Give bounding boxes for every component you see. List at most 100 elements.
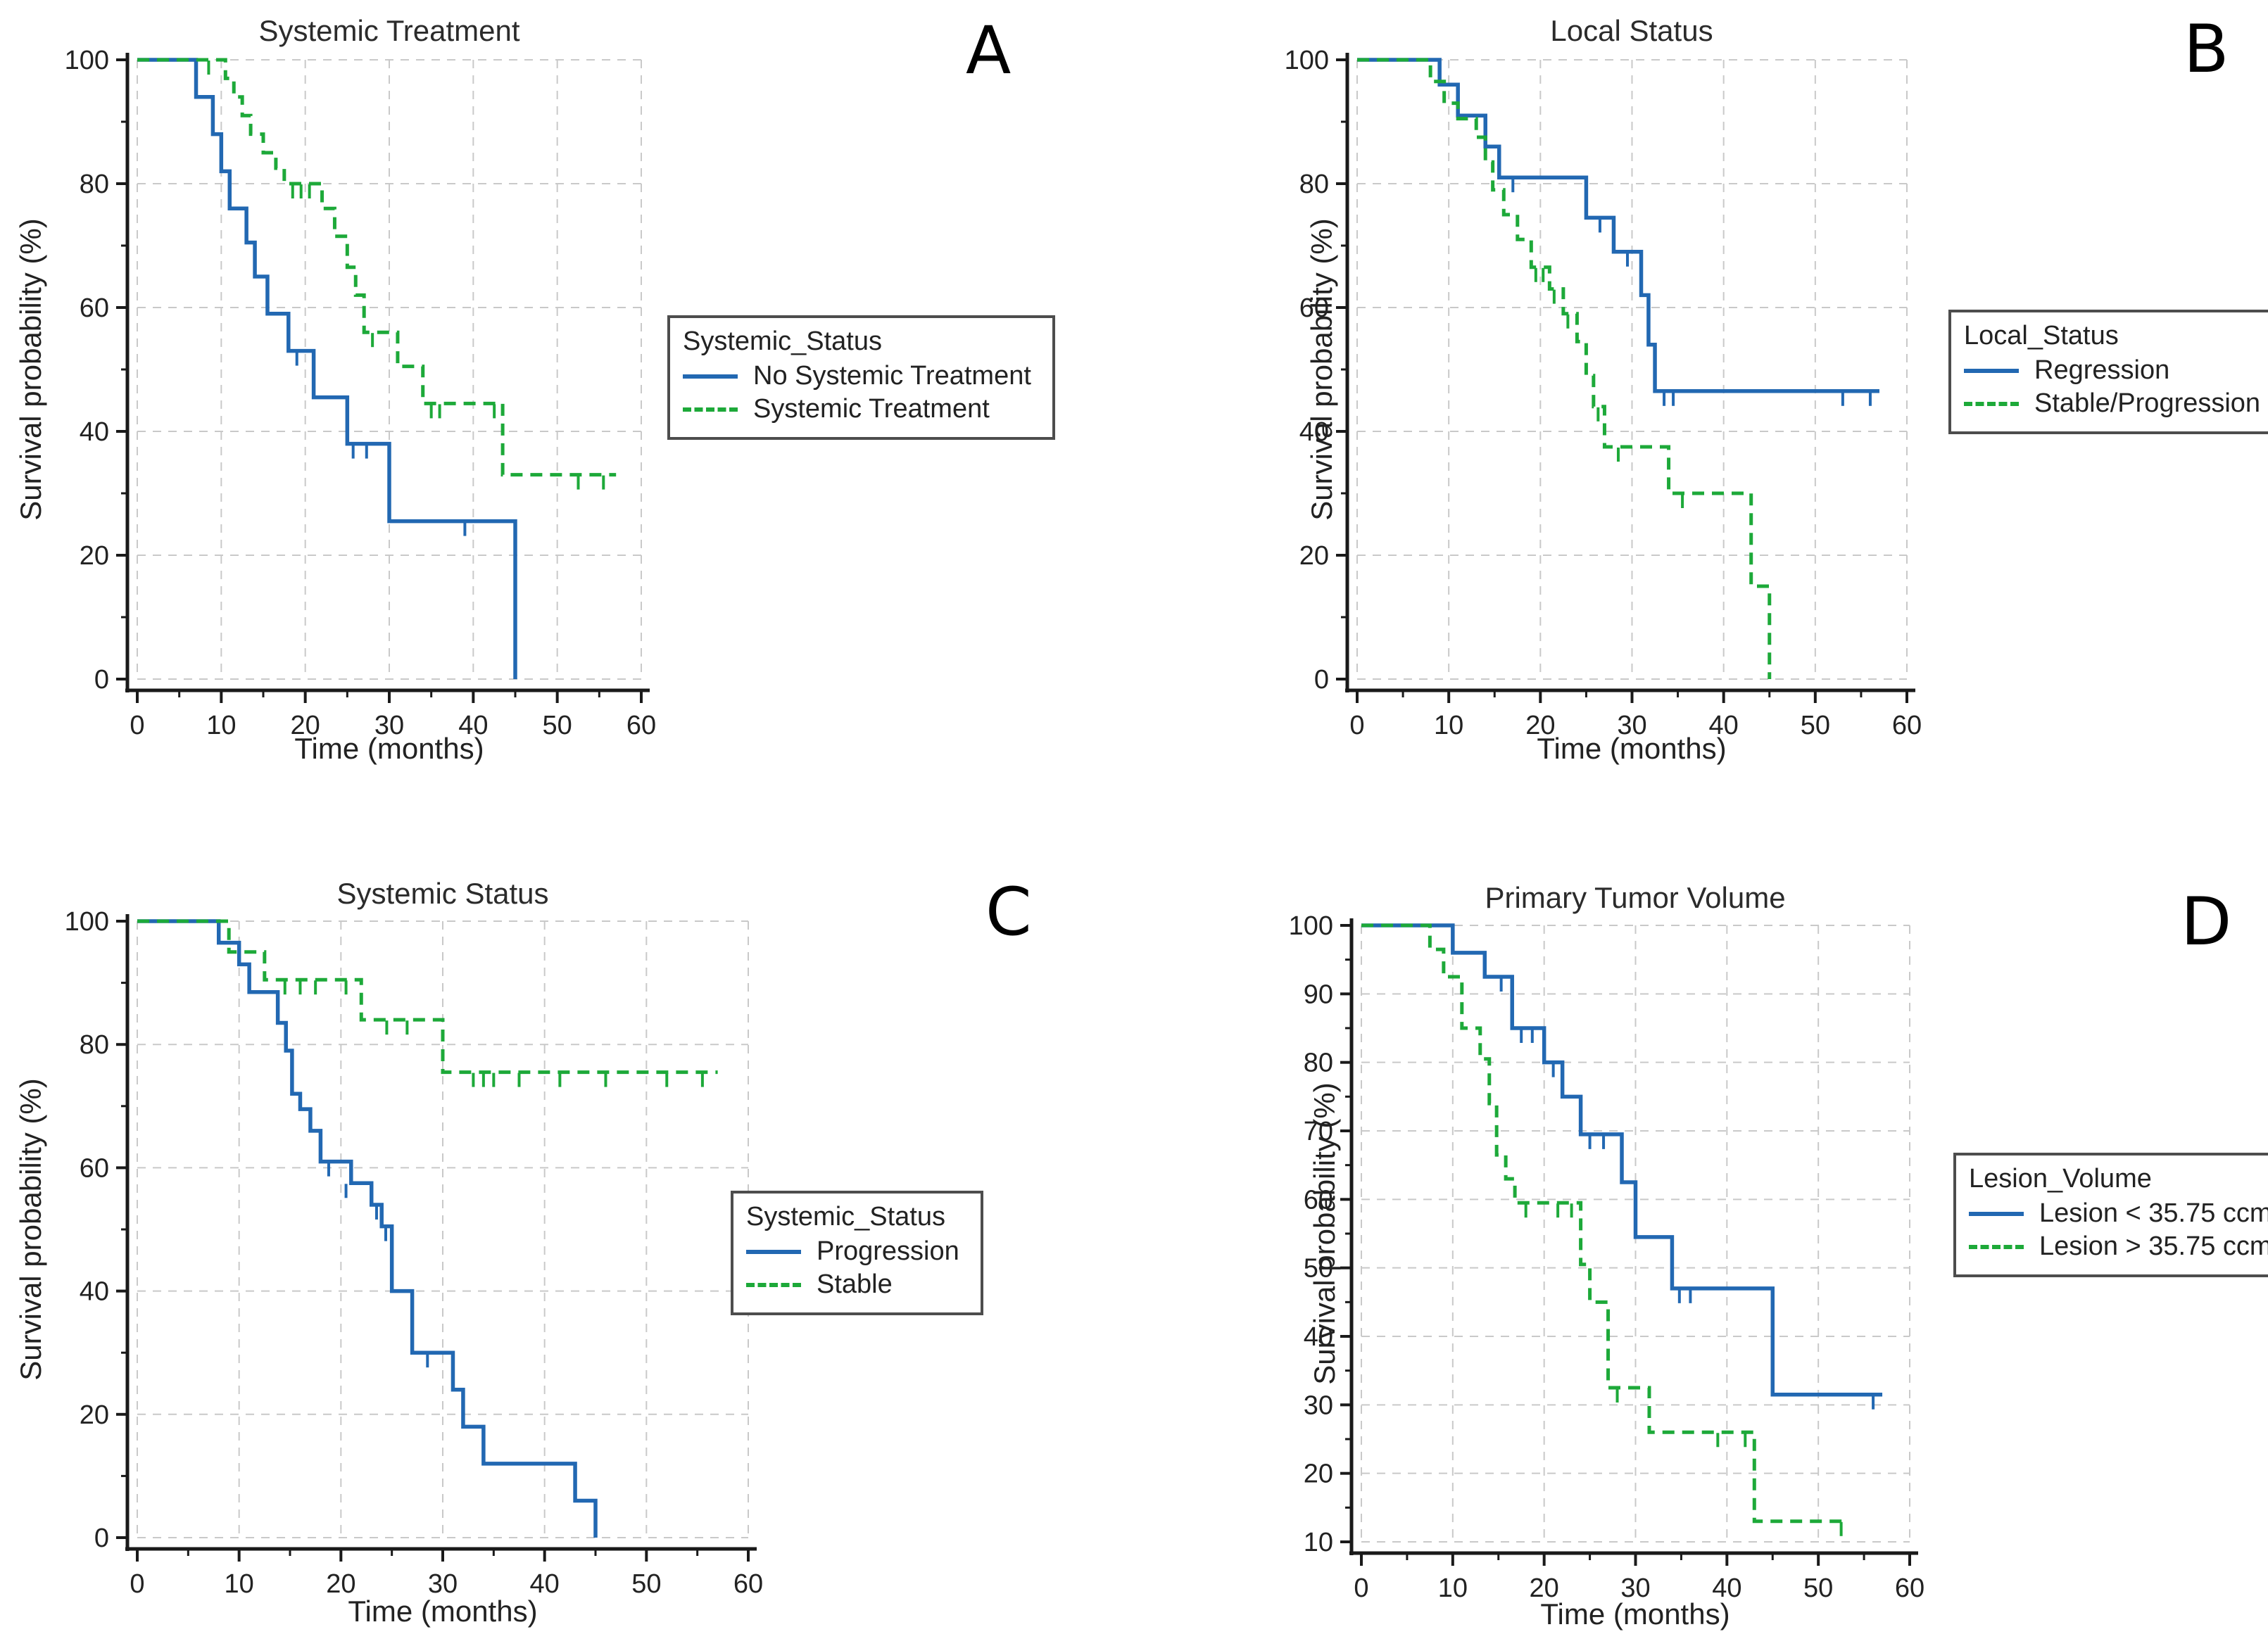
y-tick-label: 60: [80, 1153, 109, 1183]
y-tick-label: 40: [80, 1277, 109, 1307]
panel-c-xlabel: Time (months): [348, 1595, 538, 1628]
dashed-line-sample-icon: [1969, 1244, 2024, 1249]
x-tick-label: 60: [626, 711, 656, 740]
y-tick-label: 20: [80, 1400, 109, 1430]
y-tick-label: 100: [1289, 911, 1333, 941]
y-tick-label: 20: [1304, 1460, 1333, 1489]
x-tick-label: 10: [1438, 1574, 1468, 1603]
legend-panel-a: Systemic_Status No Systemic Treatment Sy…: [667, 315, 1055, 440]
survival-curve-solid: [137, 919, 598, 1538]
legend-panel-c: Systemic_Status Progression Stable: [731, 1191, 983, 1315]
dashed-line-sample-icon: [683, 407, 738, 412]
y-tick-label: 80: [1304, 1049, 1333, 1078]
legend-a-title: Systemic_Status: [683, 327, 882, 356]
panel-d-title: Primary Tumor Volume: [1485, 881, 1786, 914]
panel-b-ylabel: Survival probability (%): [1305, 218, 1338, 521]
survival-curve-dashed: [137, 58, 617, 477]
panel-d-letter: D: [2181, 884, 2231, 961]
survival-curve-solid: [1361, 923, 1883, 1397]
legend-panel-d: Lesion_Volume Lesion < 35.75 ccm Lesion …: [1953, 1153, 2268, 1277]
x-tick-label: 50: [631, 1569, 661, 1599]
panel-a-plot: 0 20 40 60 80 100 0 10 20 30 40 50 60: [65, 46, 657, 740]
x-tick-label: 0: [1354, 1574, 1368, 1603]
panel-a-ylabel: Survival probability (%): [14, 218, 47, 521]
y-tick-label: 40: [80, 417, 109, 447]
x-tick-label: 40: [1709, 711, 1739, 740]
x-tick-label: 0: [130, 1569, 144, 1599]
x-tick-label: 20: [326, 1569, 355, 1599]
x-tick-label: 30: [1617, 711, 1646, 740]
y-tick-label: 60: [80, 293, 109, 323]
legend-a-entry-1: No Systemic Treatment: [683, 361, 1031, 391]
legend-c-entry-1: Progression: [746, 1236, 959, 1267]
y-tick-label: 90: [1304, 980, 1333, 1009]
x-tick-label: 30: [1620, 1574, 1650, 1603]
legend-a-entry-1-label: No Systemic Treatment: [753, 361, 1031, 391]
legend-b-title: Local_Status: [1964, 321, 2119, 350]
legend-b-entry-2-label: Stable/Progression: [2034, 388, 2261, 418]
y-tick-label: 100: [65, 907, 109, 937]
y-tick-label: 0: [1314, 665, 1329, 695]
y-tick-label: 70: [1304, 1117, 1333, 1146]
legend-d-entry-1: Lesion < 35.75 ccm: [1969, 1198, 2268, 1229]
y-tick-label: 30: [1304, 1391, 1333, 1420]
y-tick-label: 100: [1285, 46, 1329, 75]
panel-d-plot: 10 20 30 40 50 60 70 80 90 100 0 10 20 30 40 50 60: [1289, 911, 1925, 1603]
panel-b-title: Local Status: [1550, 14, 1713, 47]
x-tick-label: 20: [1525, 711, 1555, 740]
legend-c-entry-2: Stable: [746, 1270, 959, 1300]
x-tick-label: 10: [1434, 711, 1463, 740]
survival-curve-dashed: [137, 919, 718, 1075]
y-tick-label: 60: [1299, 293, 1329, 323]
legend-c-entry-1-label: Progression: [817, 1236, 959, 1266]
legend-a-entry-2-label: Systemic Treatment: [753, 394, 990, 424]
y-tick-label: 0: [94, 665, 109, 695]
legend-d-entry-2-label: Lesion > 35.75 ccm: [2039, 1232, 2268, 1261]
legend-a-entry-2: Systemic Treatment: [683, 394, 1031, 424]
solid-line-sample-icon: [746, 1249, 801, 1254]
x-tick-label: 30: [428, 1569, 458, 1599]
dashed-line-sample-icon: [1964, 401, 2019, 406]
legend-d-entry-2: Lesion > 35.75 ccm: [1969, 1232, 2268, 1262]
y-tick-label: 80: [1299, 170, 1329, 199]
x-tick-label: 0: [130, 711, 144, 740]
panel-b-xlabel: Time (months): [1537, 732, 1727, 765]
solid-line-sample-icon: [1964, 368, 2019, 373]
panel-c-title: Systemic Status: [336, 877, 549, 910]
dashed-line-sample-icon: [746, 1282, 801, 1287]
x-tick-label: 10: [206, 711, 236, 740]
legend-b-entry-2: Stable/Progression: [1964, 388, 2260, 419]
solid-line-sample-icon: [1969, 1211, 2024, 1216]
legend-b-entry-1: Regression: [1964, 355, 2260, 386]
legend-b-entry-1-label: Regression: [2034, 355, 2170, 385]
x-tick-label: 60: [733, 1569, 763, 1599]
legend-d-entry-1-label: Lesion < 35.75 ccm: [2039, 1198, 2268, 1228]
survival-curve-solid: [137, 58, 517, 679]
x-tick-label: 0: [1349, 711, 1364, 740]
survival-curve-solid: [1357, 58, 1879, 393]
y-tick-label: 80: [80, 170, 109, 199]
x-tick-label: 40: [1712, 1574, 1741, 1603]
survival-curve-dashed: [1357, 58, 1772, 679]
legend-c-title: Systemic_Status: [746, 1202, 945, 1232]
x-tick-label: 60: [1895, 1574, 1924, 1603]
y-tick-label: 100: [65, 46, 109, 75]
panel-b-letter: B: [2184, 11, 2229, 88]
y-tick-label: 40: [1304, 1322, 1333, 1352]
panel-d-xlabel: Time (months): [1540, 1597, 1730, 1631]
x-tick-label: 60: [1892, 711, 1922, 740]
legend-c-entry-2-label: Stable: [817, 1270, 893, 1299]
y-tick-label: 20: [80, 541, 109, 571]
panel-a-letter: A: [966, 13, 1011, 89]
panel-c-plot: 0 20 40 60 80 100 0 10 20 30 40 50 60: [65, 907, 764, 1599]
legend-d-title: Lesion_Volume: [1969, 1164, 2152, 1194]
x-tick-label: 20: [291, 711, 320, 740]
y-tick-label: 0: [94, 1524, 109, 1553]
x-tick-label: 50: [1803, 1574, 1833, 1603]
x-tick-label: 10: [225, 1569, 254, 1599]
x-tick-label: 40: [530, 1569, 560, 1599]
y-tick-label: 60: [1304, 1185, 1333, 1215]
panel-d-ylabel: Survival probability (%): [1308, 1082, 1341, 1385]
